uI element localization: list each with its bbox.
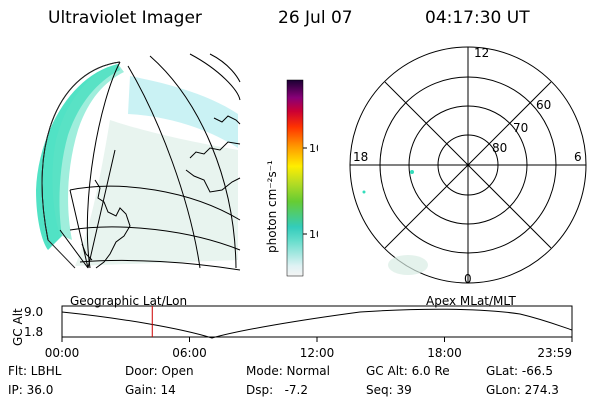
colorbar-tick-label: 100 xyxy=(309,142,318,155)
mlat-label-70: 70 xyxy=(513,121,528,135)
aurora-emission xyxy=(36,64,238,266)
emission-dot xyxy=(362,190,366,194)
ip-info: IP: 36.0 xyxy=(8,383,54,397)
door-info: Door: Open xyxy=(125,364,194,378)
mlt-label-6: 6 xyxy=(574,150,582,164)
polar-caption: Apex MLat/MLT xyxy=(426,294,516,308)
timeline-xtick-label: 00:00 xyxy=(45,346,80,360)
altitude-curve xyxy=(61,308,573,339)
glat-info: GLat: -66.5 xyxy=(486,364,553,378)
altitude-timeline: GC Alt 9.0 1.8 00:00 06:00 12:00 18:00 2… xyxy=(11,305,573,360)
timeline-xtick-label: 12:00 xyxy=(300,346,335,360)
glon-info: GLon: 274.3 xyxy=(486,383,559,397)
timeline-xtick-label: 23:59 xyxy=(537,346,572,360)
mode-info: Mode: Normal xyxy=(246,364,330,378)
globe-caption: Geographic Lat/Lon xyxy=(70,294,188,308)
emission-dot xyxy=(410,170,414,174)
colorbar: 100 10 photon cm⁻²s⁻¹ xyxy=(265,79,318,277)
filter-info: Flt: LBHL xyxy=(8,364,62,378)
geographic-globe-view xyxy=(36,53,241,271)
app-title: Ultraviolet Imager xyxy=(48,8,202,28)
timeline-xtick-label: 18:00 xyxy=(427,346,462,360)
colorbar-unit-label: photon cm⁻²s⁻¹ xyxy=(265,160,279,253)
gc-alt-info: GC Alt: 6.0 Re xyxy=(366,364,450,378)
colorbar-gradient xyxy=(286,79,304,277)
timeline-xtick-label: 06:00 xyxy=(172,346,207,360)
time-label: 04:17:30 UT xyxy=(425,8,530,28)
mlat-label-80: 80 xyxy=(492,141,507,155)
timeline-axis-title: GC Alt xyxy=(11,308,25,346)
seq-info: Seq: 39 xyxy=(366,383,412,397)
emission-patch xyxy=(388,255,428,275)
mlt-label-0: 0 xyxy=(464,272,472,286)
gain-info: Gain: 14 xyxy=(125,383,176,397)
timeline-ytick: 1.8 xyxy=(24,325,43,339)
graticule-lines xyxy=(41,53,241,271)
coastline-lines xyxy=(81,115,241,269)
polar-meridian xyxy=(384,81,552,249)
timeline-frame xyxy=(61,305,573,338)
date-label: 26 Jul 07 xyxy=(278,8,353,28)
dsp-info: Dsp: -7.2 xyxy=(246,383,309,397)
timeline-ytick: 9.0 xyxy=(24,305,43,319)
colorbar-tick-label: 10 xyxy=(309,228,318,241)
mlt-label-12: 12 xyxy=(474,46,489,60)
polar-mlat-mlt-view: 12 0 18 6 60 70 80 xyxy=(349,46,587,286)
globe-limb xyxy=(41,61,121,269)
mlat-label-60: 60 xyxy=(536,98,551,112)
mlt-label-18: 18 xyxy=(353,150,368,164)
